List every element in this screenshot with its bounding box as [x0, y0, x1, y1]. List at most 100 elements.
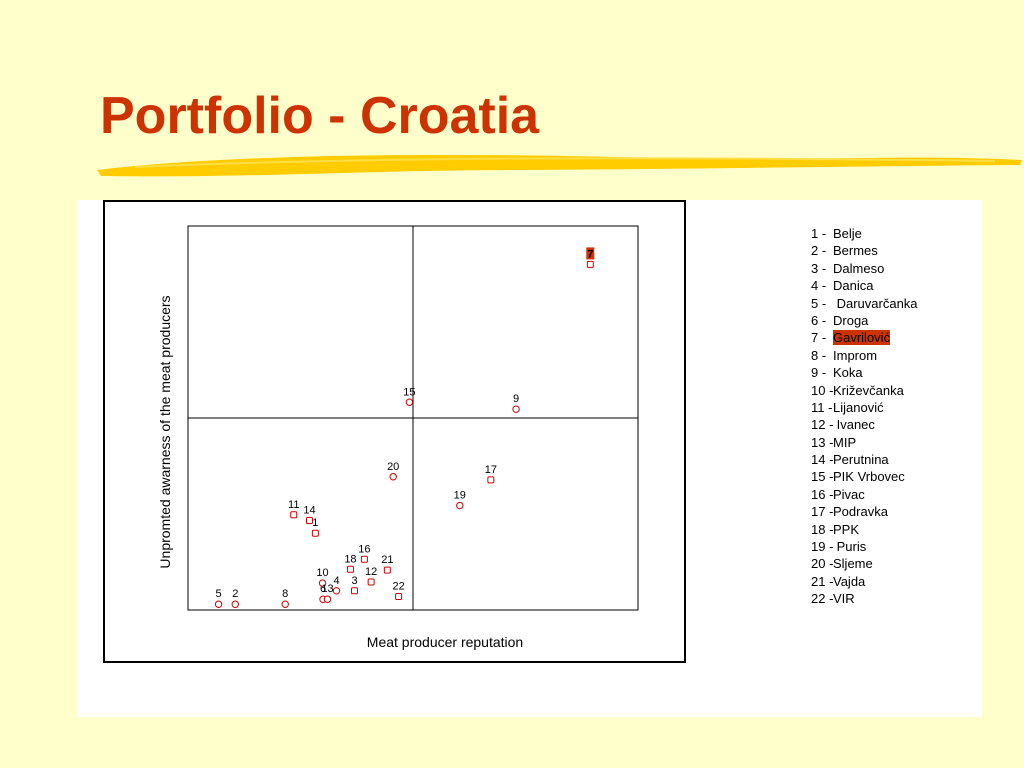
point-label-4: 4 [333, 575, 339, 587]
legend-item: 15 -PIK Vrbovec [811, 468, 918, 485]
legend-item-number: 4 - [811, 278, 827, 294]
legend-item: 11 -Lijanović [811, 399, 918, 416]
data-point-15 [405, 398, 414, 406]
legend-item-number: 11 - [811, 399, 833, 415]
point-label-15: 15 [403, 386, 415, 398]
point-label-9: 9 [513, 393, 519, 405]
legend-item-name: Križevčanka [833, 382, 904, 398]
legend-item-number: 13 - [811, 434, 834, 450]
legend-item: 5 - Daruvarčanka [811, 295, 918, 312]
data-point-14 [306, 517, 313, 525]
legend-item-number: 18 - [811, 521, 834, 537]
slide-title: Portfolio - Croatia [100, 87, 540, 145]
point-label-3: 3 [351, 575, 357, 587]
data-point-16 [360, 555, 368, 563]
legend-item: 1 - Belje [811, 225, 918, 242]
point-label-7: 7 [587, 248, 593, 260]
point-label-17: 17 [485, 464, 497, 476]
legend-item-name: Perutnina [833, 452, 889, 468]
legend-item-name: Puris [833, 539, 867, 555]
point-label-18: 18 [344, 553, 356, 565]
legend-item-number: 3 - [811, 260, 827, 276]
data-point-10 [318, 579, 327, 587]
legend-item: 12 - Ivanec [811, 416, 918, 433]
legend-item-name: PPK [833, 521, 860, 537]
data-point-9 [512, 405, 520, 413]
legend-item: 20 -Sljeme [811, 555, 918, 572]
data-point-22 [395, 593, 403, 601]
chart-frame [103, 200, 686, 663]
point-label-5: 5 [216, 588, 222, 600]
legend-item: 2 - Bermes [811, 242, 918, 259]
point-label-16: 16 [358, 543, 370, 555]
data-point-12 [367, 578, 375, 586]
legend-item-name: Ivanec [833, 417, 875, 433]
legend-item: 19 - Puris [811, 538, 918, 555]
legend-item: 17 -Podravka [811, 503, 918, 520]
legend-item: 14 -Perutnina [811, 451, 918, 468]
x-axis-label: Meat producer reputation [366, 634, 524, 650]
data-point-5 [214, 600, 223, 608]
legend-item-number: 21 - [811, 573, 834, 589]
legend-item-name: Bermes [833, 243, 878, 259]
legend-item: 21 -Vajda [811, 573, 918, 590]
highlight-box-7 [586, 247, 595, 260]
title-underline-brushstroke [97, 154, 1022, 177]
legend-item: 7 - Gavrilović [811, 329, 918, 346]
legend-item-name: Lijanović [833, 399, 884, 415]
data-point-8 [281, 600, 289, 608]
legend-item-name: Koka [833, 365, 863, 381]
data-point-19 [456, 501, 464, 510]
legend-item: 16 -Pivac [811, 486, 918, 503]
legend-item-number: 15 - [811, 469, 834, 485]
data-point-11 [290, 511, 298, 519]
legend-item-name: Sljeme [833, 556, 873, 572]
legend-item-number: 2 - [811, 243, 827, 259]
data-point-3 [351, 587, 358, 595]
legend-item: 3 - Dalmeso [811, 260, 918, 277]
y-axis-label: Unpromted awarness of the meat producers [157, 295, 173, 569]
point-label-2: 2 [232, 588, 238, 600]
data-point-13 [323, 595, 332, 603]
legend-item: 13 -MIP [811, 434, 918, 451]
legend-item-number: 20 - [811, 556, 834, 572]
point-label-1: 1 [312, 517, 318, 529]
point-label-6: 6 [320, 583, 326, 595]
point-label-20: 20 [387, 461, 399, 473]
point-label-8: 8 [282, 588, 288, 600]
legend-item-name: Improm [833, 347, 878, 363]
point-label-21: 21 [381, 554, 393, 566]
legend-item-name: Pivac [833, 486, 865, 502]
legend-item-number: 19 - [811, 539, 834, 555]
legend-item-name: MIP [833, 434, 857, 450]
point-label-12: 12 [365, 566, 377, 578]
legend-item-number: 17 - [811, 504, 834, 520]
legend-item-name: Droga [833, 312, 869, 328]
legend-item-name: Dalmeso [833, 260, 885, 276]
point-label-11: 11 [288, 499, 299, 511]
legend-item-number: 5 - [811, 295, 827, 311]
data-point-4 [332, 587, 341, 595]
legend-item-number: 1 - [811, 226, 827, 241]
data-point-18 [346, 565, 354, 573]
point-label-19: 19 [454, 490, 466, 502]
legend-item-name: Vajda [833, 573, 866, 589]
point-label-22: 22 [392, 581, 404, 593]
legend-item-name: Podravka [833, 504, 888, 520]
legend-item-name: VIR [833, 591, 855, 607]
legend-item-name: Danica [833, 278, 874, 294]
legend-item: 10 -Križevčanka [811, 382, 918, 399]
legend-item-number: 16 - [811, 486, 834, 502]
data-point-17 [487, 476, 495, 484]
legend-item: 6 - Droga [811, 312, 918, 329]
company-legend: 1 - Belje 2 - Bermes 3 - Dalmeso 4 - Danica 5 - … [811, 225, 918, 608]
legend-item-number: 22 - [811, 591, 834, 607]
data-point-20 [389, 473, 397, 481]
legend-item: 22 -VIR [811, 590, 918, 607]
legend-item-name: Gavrilović [833, 330, 891, 346]
legend-item-name: Belje [833, 226, 862, 241]
legend-item: 18 -PPK [811, 521, 918, 538]
legend-item: 9 - Koka [811, 364, 918, 381]
point-label-14: 14 [303, 505, 315, 517]
